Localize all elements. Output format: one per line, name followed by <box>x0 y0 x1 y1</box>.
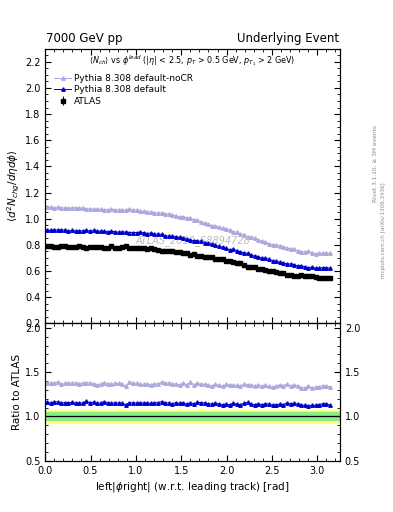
Text: mcplots.cern.ch [arXiv:1306.3436]: mcplots.cern.ch [arXiv:1306.3436] <box>381 183 386 278</box>
Text: ATLAS_2010_S8894728: ATLAS_2010_S8894728 <box>135 236 250 246</box>
Pythia 8.308 default <box>238 249 243 255</box>
Pythia 8.308 default <box>45 227 50 233</box>
Pythia 8.308 default <box>227 247 232 253</box>
Text: Underlying Event: Underlying Event <box>237 32 339 45</box>
Pythia 8.308 default <box>217 243 221 249</box>
Pythia 8.308 default-noCR <box>231 229 236 235</box>
Bar <box>45 413 340 420</box>
Y-axis label: Ratio to ATLAS: Ratio to ATLAS <box>12 354 22 430</box>
Pythia 8.308 default <box>328 265 332 271</box>
Pythia 8.308 default-noCR <box>174 213 178 219</box>
Text: 7000 GeV pp: 7000 GeV pp <box>46 32 123 45</box>
Pythia 8.308 default <box>213 242 218 248</box>
X-axis label: left|$\phi$right| (w.r.t. leading track) [rad]: left|$\phi$right| (w.r.t. leading track)… <box>95 480 290 494</box>
Pythia 8.308 default-noCR <box>55 204 60 210</box>
Pythia 8.308 default-noCR <box>217 224 221 230</box>
Text: Rivet 3.1.10, ≥ 3M events: Rivet 3.1.10, ≥ 3M events <box>373 125 378 202</box>
Line: Pythia 8.308 default: Pythia 8.308 default <box>45 228 332 270</box>
Pythia 8.308 default-noCR <box>328 250 332 257</box>
Pythia 8.308 default-noCR <box>313 250 318 257</box>
Pythia 8.308 default-noCR <box>299 248 304 254</box>
Bar <box>45 410 340 423</box>
Pythia 8.308 default <box>170 233 175 240</box>
Pythia 8.308 default-noCR <box>45 204 50 210</box>
Legend: Pythia 8.308 default-noCR, Pythia 8.308 default, ATLAS: Pythia 8.308 default-noCR, Pythia 8.308 … <box>53 72 195 108</box>
Pythia 8.308 default-noCR <box>242 231 246 238</box>
Line: Pythia 8.308 default-noCR: Pythia 8.308 default-noCR <box>45 205 332 255</box>
Text: $\langle N_{ch}\rangle$ vs $\phi^{lead}$ ($|\eta|$ < 2.5, $p_T$ > 0.5 GeV, $p_{T: $\langle N_{ch}\rangle$ vs $\phi^{lead}$… <box>89 53 296 68</box>
Y-axis label: $\langle d^2 N_{chg}/d\eta d\phi\rangle$: $\langle d^2 N_{chg}/d\eta d\phi\rangle$ <box>6 150 22 222</box>
Pythia 8.308 default <box>296 263 300 269</box>
Pythia 8.308 default-noCR <box>220 225 225 231</box>
